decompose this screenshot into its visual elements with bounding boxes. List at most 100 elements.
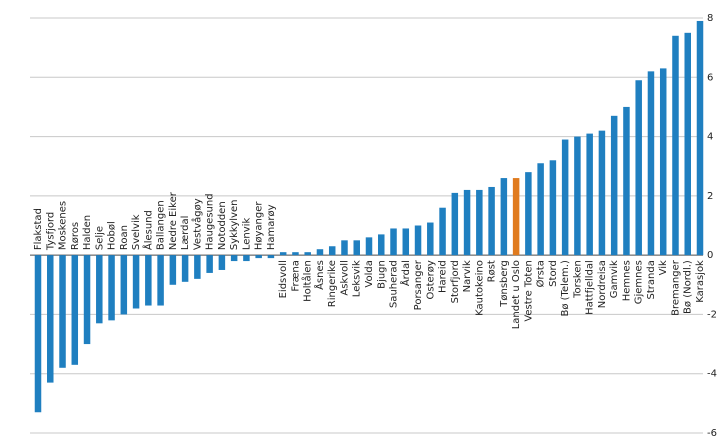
- bar: [304, 252, 311, 256]
- bar: [488, 186, 495, 256]
- bar: [218, 255, 226, 270]
- x-tick-label: Vestre Toten: [523, 260, 534, 322]
- x-tick-label: Askvoll: [339, 260, 350, 295]
- bar: [476, 189, 483, 256]
- x-tick-label: Landet u Oslo: [511, 260, 522, 329]
- bar: [623, 106, 630, 256]
- bar: [696, 20, 704, 256]
- x-tick-label: Osterøy: [425, 260, 436, 299]
- bar: [267, 255, 275, 259]
- bar: [34, 255, 42, 413]
- bar: [537, 163, 544, 256]
- bar: [684, 32, 691, 256]
- x-tick-label: Hemnes: [621, 260, 632, 301]
- x-tick-label: Moskenes: [58, 201, 69, 250]
- y-tick-label: -4: [707, 369, 717, 380]
- bar: [279, 252, 287, 256]
- bar: [647, 71, 655, 256]
- x-tick-label: Volda: [364, 260, 375, 287]
- bar: [181, 255, 189, 282]
- bar: [59, 255, 66, 368]
- bar: [635, 80, 642, 256]
- x-tick-label: Lærdal: [180, 216, 191, 251]
- bar: [255, 255, 262, 259]
- x-tick-label: Notodden: [217, 201, 228, 250]
- x-tick-label: Storfjord: [450, 260, 461, 303]
- x-tick-label: Røst: [487, 260, 498, 282]
- bar: [672, 35, 679, 256]
- x-tick-label: Vik: [658, 260, 669, 275]
- bar: [659, 68, 667, 256]
- bar: [549, 160, 557, 256]
- bar: [194, 255, 201, 279]
- bar: [243, 255, 250, 262]
- x-tick-label: Holtålen: [301, 260, 314, 302]
- x-tick-label: Porsanger: [413, 259, 424, 310]
- bar: [414, 225, 422, 256]
- x-tick-label: Gamvik: [609, 260, 620, 298]
- x-tick-label: Stranda: [646, 260, 657, 299]
- x-tick-label: Kautokeino: [474, 260, 485, 316]
- y-tick-label: 4: [707, 132, 713, 143]
- bar: [402, 228, 410, 256]
- x-tick-label: Ålesund: [141, 210, 154, 250]
- x-tick-label: Hobøl: [107, 221, 118, 250]
- x-tick-label: Stord: [548, 260, 559, 287]
- y-tick-label: -2: [707, 309, 717, 320]
- x-tick-label: Vestvågøy: [190, 198, 203, 250]
- x-tick-label: Høyanger: [254, 201, 265, 251]
- y-tick-label: 6: [707, 72, 713, 83]
- bar: [365, 237, 373, 256]
- y-tick-label: 8: [707, 13, 713, 24]
- y-tick-label: -6: [707, 428, 717, 439]
- x-tick-label: Flakstad: [33, 208, 44, 250]
- x-tick-label: Tysfjord: [45, 212, 56, 251]
- bar: [512, 178, 520, 256]
- bar: [206, 255, 213, 273]
- x-tick-label: Gjemnes: [634, 260, 645, 304]
- x-tick-label: Svelvik: [131, 214, 142, 250]
- bar: [47, 255, 54, 383]
- x-tick-label: Bjugn: [376, 260, 387, 289]
- x-tick-label: Eidsvoll: [278, 260, 289, 298]
- x-tick-label: Bremanger: [670, 259, 681, 316]
- y-tick-label: 0: [707, 250, 713, 261]
- bar: [316, 249, 324, 256]
- x-tick-label: Karasjok: [695, 260, 706, 303]
- bar: [169, 255, 177, 285]
- bar: [96, 255, 103, 324]
- x-tick-label: Hareid: [438, 260, 449, 293]
- x-tick-label: Tønsberg: [499, 260, 510, 308]
- x-tick-label: Torsken: [572, 260, 583, 299]
- x-tick-label: Ringerike: [327, 260, 338, 307]
- bar: [561, 139, 569, 256]
- x-tick-label: Hattfjelldal: [585, 260, 596, 315]
- x-tick-label: Halden: [82, 215, 93, 250]
- bar: [525, 172, 532, 256]
- bar: [145, 255, 152, 306]
- bar: [292, 252, 299, 256]
- bar: [120, 255, 128, 315]
- bar: [83, 255, 91, 345]
- bar: [610, 115, 618, 256]
- x-tick-label: Ballangen: [156, 200, 167, 250]
- x-tick-label: Årdal: [399, 260, 412, 286]
- bar: [378, 234, 385, 256]
- x-tick-label: Narvik: [462, 260, 473, 292]
- x-tick-label: Selje: [94, 226, 105, 250]
- x-tick-label: Roan: [119, 225, 130, 250]
- bar: [598, 130, 606, 256]
- bar: [108, 255, 115, 321]
- x-tick-label: Åsnes: [313, 260, 326, 290]
- bar: [451, 192, 459, 256]
- bar: [71, 255, 79, 365]
- bar: [500, 178, 508, 256]
- bar: [390, 228, 397, 256]
- x-tick-label: Bø (Telem.): [560, 260, 571, 316]
- bar: [463, 189, 471, 256]
- bar: [230, 255, 238, 262]
- x-tick-label: Hamarøy: [266, 204, 277, 250]
- x-tick-label: Bø (Nordl.): [683, 260, 694, 314]
- bar: [439, 207, 446, 256]
